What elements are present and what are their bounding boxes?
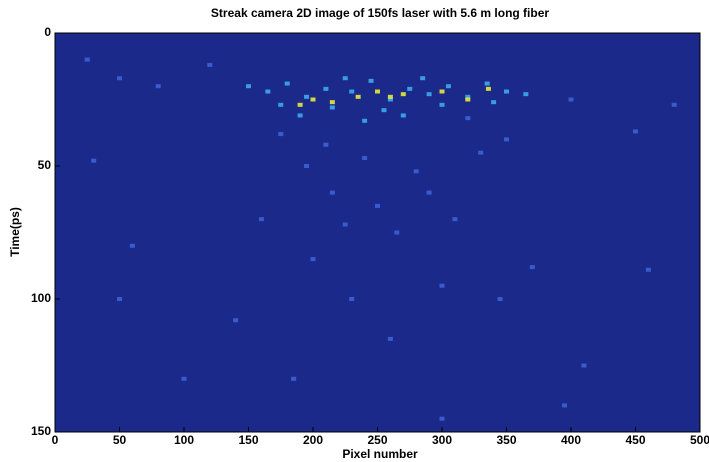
spot bbox=[342, 222, 348, 227]
spot bbox=[91, 158, 97, 163]
spot bbox=[207, 62, 213, 67]
spot bbox=[278, 102, 284, 107]
x-tick-label: 500 bbox=[690, 433, 709, 447]
spot bbox=[452, 217, 458, 222]
spot bbox=[400, 113, 406, 118]
spot bbox=[484, 81, 490, 86]
spot bbox=[278, 132, 284, 137]
x-tick-label: 50 bbox=[113, 433, 127, 447]
spot bbox=[349, 89, 355, 94]
spot bbox=[465, 94, 471, 99]
spot bbox=[375, 203, 380, 208]
spot bbox=[387, 336, 393, 341]
spot bbox=[246, 84, 251, 89]
spot bbox=[233, 318, 239, 323]
spot bbox=[117, 297, 122, 301]
spot bbox=[362, 118, 368, 123]
x-tick-label: 350 bbox=[496, 433, 516, 447]
spot bbox=[323, 86, 329, 91]
spot bbox=[562, 403, 568, 408]
spot bbox=[439, 89, 445, 94]
spot bbox=[258, 217, 264, 222]
x-tick-label: 400 bbox=[561, 433, 581, 447]
spot bbox=[394, 230, 400, 235]
spot bbox=[323, 142, 329, 147]
spot bbox=[387, 94, 393, 99]
spot bbox=[291, 376, 297, 381]
spot bbox=[504, 137, 509, 142]
spot bbox=[84, 57, 90, 62]
spot bbox=[426, 92, 432, 97]
spot bbox=[491, 100, 497, 105]
y-tick-label: 0 bbox=[44, 25, 51, 39]
spot bbox=[439, 102, 445, 107]
spot bbox=[420, 76, 426, 81]
spot bbox=[155, 84, 161, 89]
spot bbox=[181, 376, 187, 381]
spot bbox=[304, 164, 310, 168]
spot bbox=[349, 297, 355, 301]
spot bbox=[304, 94, 310, 99]
spot bbox=[368, 78, 374, 83]
spot bbox=[445, 84, 451, 89]
spot bbox=[297, 102, 303, 107]
spot bbox=[523, 92, 529, 97]
spot bbox=[568, 97, 574, 102]
spot bbox=[329, 105, 335, 110]
spot bbox=[439, 283, 445, 288]
spot bbox=[355, 94, 361, 99]
spot bbox=[265, 89, 271, 94]
spot bbox=[439, 416, 445, 421]
spot bbox=[375, 89, 380, 94]
y-tick-label: 100 bbox=[31, 291, 51, 305]
spot bbox=[310, 97, 316, 102]
x-tick-label: 200 bbox=[303, 433, 323, 447]
y-tick-label: 50 bbox=[38, 158, 52, 172]
spot bbox=[362, 156, 368, 161]
spot bbox=[284, 81, 290, 86]
x-tick-label: 250 bbox=[367, 433, 387, 447]
x-axis-label: Pixel number bbox=[342, 447, 418, 461]
plot-background bbox=[55, 33, 700, 432]
spot bbox=[329, 100, 335, 105]
x-tick-label: 450 bbox=[625, 433, 645, 447]
spot bbox=[497, 297, 503, 301]
spot bbox=[465, 116, 471, 121]
y-tick-label: 150 bbox=[31, 424, 51, 438]
spot bbox=[671, 102, 677, 107]
spot bbox=[645, 267, 651, 272]
spot bbox=[426, 190, 432, 195]
spot bbox=[400, 92, 406, 97]
spot bbox=[342, 76, 348, 81]
y-axis-label: Time(ps) bbox=[8, 207, 22, 257]
spot bbox=[581, 363, 587, 368]
spot bbox=[413, 169, 419, 174]
spot bbox=[129, 243, 135, 248]
spot bbox=[329, 190, 335, 195]
spot bbox=[117, 76, 122, 81]
spot bbox=[504, 89, 509, 94]
spot bbox=[633, 129, 638, 134]
spot bbox=[297, 113, 303, 118]
spot bbox=[485, 86, 491, 91]
spot bbox=[407, 86, 413, 91]
x-tick-label: 0 bbox=[52, 433, 59, 447]
spot bbox=[478, 150, 484, 155]
spot bbox=[381, 108, 387, 113]
chart-title: Streak camera 2D image of 150fs laser wi… bbox=[211, 6, 549, 20]
spot bbox=[310, 257, 316, 262]
x-tick-label: 300 bbox=[432, 433, 452, 447]
x-tick-label: 150 bbox=[238, 433, 258, 447]
x-tick-label: 100 bbox=[174, 433, 194, 447]
spot bbox=[465, 97, 471, 102]
spot bbox=[387, 97, 393, 102]
spot bbox=[529, 265, 535, 270]
